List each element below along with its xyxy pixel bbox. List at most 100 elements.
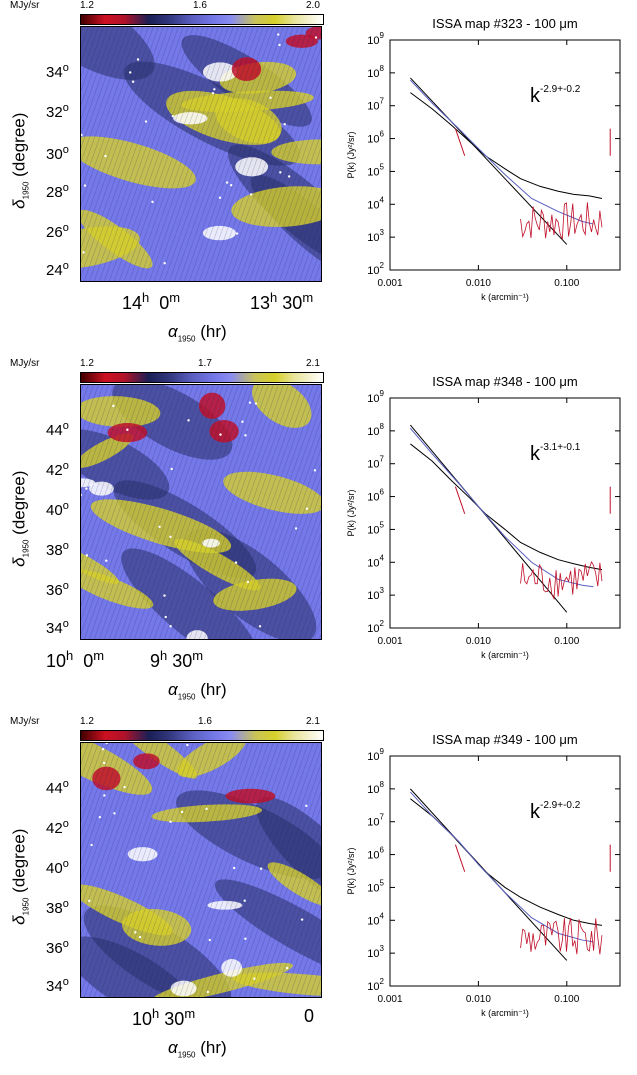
map-stripe (298, 215, 322, 282)
map-point-source (313, 469, 317, 472)
map-stripe (80, 26, 124, 152)
map-point-source (269, 96, 272, 99)
map-point-source (85, 554, 89, 557)
dec-axis-title-text: δ1950 (degree) (9, 470, 31, 567)
plot-title: ISSA map #323 - 100 μm (432, 16, 578, 31)
map-stripe (198, 742, 289, 998)
map-point-source (134, 931, 137, 934)
map-point-source (163, 594, 166, 597)
map-stripe (173, 742, 264, 998)
map-stripe (80, 742, 134, 897)
map-peak-region (202, 538, 220, 548)
dec-axis-title: δ1950 (degree) (9, 444, 30, 594)
x-tick-label: 0.010 (466, 278, 491, 289)
y-tick-label: 104 (367, 553, 384, 569)
map-stripe (208, 384, 299, 640)
map-stripe (268, 129, 322, 282)
map-point-source (98, 815, 102, 819)
y-tick-label: 103 (367, 586, 384, 602)
map-frame (80, 384, 322, 640)
map-stripe (238, 759, 322, 998)
dec-tick-label: 30o (46, 144, 69, 163)
dec-tick-label: 24o (46, 260, 69, 279)
map-point-source (151, 200, 154, 204)
dec-tick-label: 36o (46, 580, 69, 599)
ra-axis-title: α1950 (hr) (168, 680, 227, 702)
map-stripe (80, 26, 164, 266)
noise-series-line (520, 202, 603, 240)
map-stripe (223, 742, 314, 998)
map-point-source (211, 91, 215, 95)
map-stripe (80, 26, 139, 195)
map-stripe (278, 874, 322, 998)
map-stripe (83, 742, 174, 998)
map-stripe (88, 384, 179, 640)
spectrum-series-line (410, 79, 594, 225)
map-low-region (225, 788, 276, 804)
ra-axis-title: α1950 (hr) (168, 322, 227, 344)
map-stripe (298, 931, 322, 998)
map-stripe (293, 559, 322, 640)
map-bright-region (267, 862, 322, 907)
map-stripe (80, 742, 159, 968)
map-stripe (80, 384, 159, 610)
spectrum-series-line (409, 427, 594, 588)
colorbar-tick-mid: 1.7 (198, 358, 212, 369)
map-point-source (235, 232, 239, 235)
plot-title: ISSA map #349 - 100 μm (432, 732, 578, 747)
map-stripe (203, 384, 294, 640)
map-point-source (253, 977, 256, 980)
map-stripe (188, 742, 279, 998)
map-stripe (213, 742, 304, 998)
map-stripe (253, 444, 322, 640)
map-stripe (80, 742, 104, 811)
y-tick-label: 104 (367, 195, 384, 211)
map-stripe (80, 26, 149, 223)
dec-axis-title: δ1950 (degree) (9, 802, 30, 952)
map-stripe (98, 742, 189, 998)
map-stripe (228, 384, 319, 640)
map-stripe (263, 115, 322, 282)
map-stripe (118, 384, 209, 640)
map-bright-region (174, 539, 261, 591)
x-tick-label: 0.010 (466, 994, 491, 1005)
map-point-source (82, 251, 85, 254)
map-stripe (298, 573, 322, 640)
map-stripe (158, 26, 249, 282)
map-stripe (303, 945, 322, 998)
map-stripe (80, 384, 139, 553)
noise-series-line (520, 917, 603, 955)
map-point-source (234, 561, 238, 564)
y-tick-label: 108 (367, 780, 384, 796)
ra-tick-label: 0 (304, 1006, 315, 1026)
dec-tick-label: 34o (46, 976, 69, 995)
map-stripe (113, 384, 204, 640)
y-tick-label: 109 (367, 389, 384, 405)
map-point-source (136, 58, 140, 61)
map-point-source (294, 527, 298, 530)
colorbar (80, 14, 324, 25)
map-stripe (80, 742, 164, 982)
map-stripe (253, 802, 322, 998)
map-bright-region (177, 742, 247, 778)
map-peak-region (170, 980, 197, 997)
map-stripe (248, 430, 322, 640)
y-tick-label: 102 (367, 261, 384, 277)
map-stripe (80, 742, 129, 882)
dec-tick-label: 34o (46, 618, 69, 637)
map-stripe (183, 384, 274, 640)
map-stripe (80, 742, 124, 868)
x-tick-label: 0.100 (554, 636, 579, 647)
map-peak-region (202, 225, 237, 241)
y-tick-label: 105 (367, 162, 384, 178)
plot-frame (389, 39, 621, 271)
x-tick-label: 0.001 (377, 636, 402, 647)
map-stripe (193, 26, 284, 282)
map-stripe (153, 26, 244, 282)
slope-annotation: k-2.9+-0.2 (530, 800, 581, 823)
colorbar-tick-max: 2.1 (306, 358, 320, 369)
map-bright-region (252, 384, 312, 428)
map-stripe (213, 26, 304, 282)
map-point-source (241, 420, 244, 423)
map-point-source (187, 419, 190, 422)
